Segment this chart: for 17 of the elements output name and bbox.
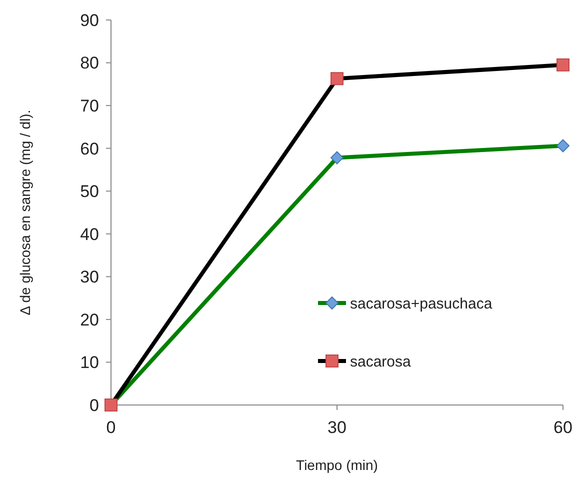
legend-label: sacarosa+pasuchaca bbox=[350, 295, 493, 312]
y-tick-label: 0 bbox=[90, 396, 99, 415]
y-tick-label: 40 bbox=[80, 224, 99, 244]
y-axis-title: Δ de glucosa en sangre (mg / dl). bbox=[17, 110, 33, 316]
y-tick-label: 30 bbox=[80, 268, 99, 287]
x-tick-label: 30 bbox=[328, 418, 346, 437]
y-tick-label: 90 bbox=[80, 10, 99, 30]
legend-label: sacarosa bbox=[350, 353, 412, 370]
y-tick-label: 70 bbox=[80, 96, 99, 116]
x-axis-title: Tiempo (min) bbox=[296, 457, 378, 473]
x-tick-label: 60 bbox=[554, 418, 572, 437]
x-tick-label: 0 bbox=[106, 418, 116, 437]
y-tick-label: 20 bbox=[80, 310, 99, 330]
y-tick-label: 10 bbox=[80, 353, 99, 372]
y-tick-label: 80 bbox=[80, 54, 99, 73]
y-tick-label: 50 bbox=[80, 182, 99, 202]
y-tick-label: 60 bbox=[80, 139, 99, 158]
